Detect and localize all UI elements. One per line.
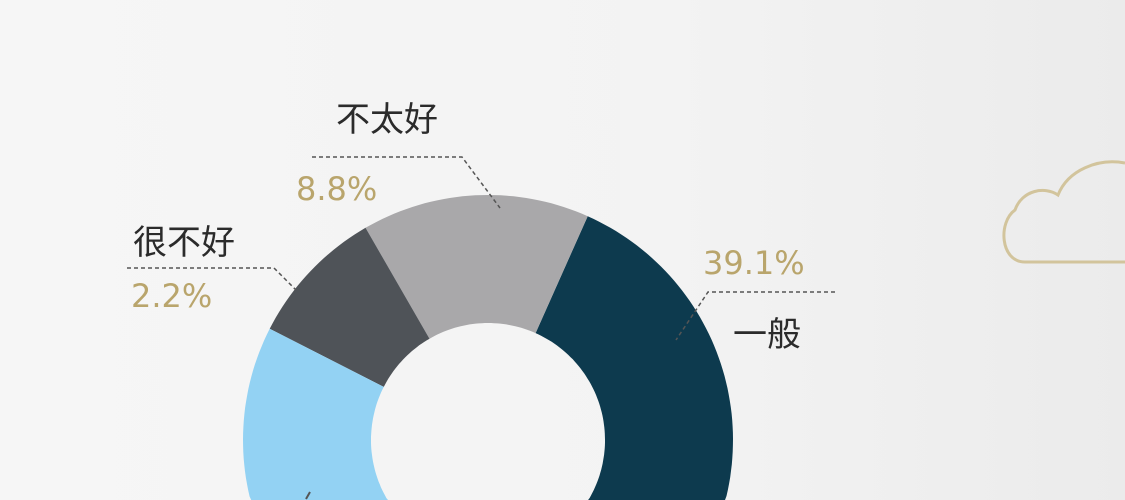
label-yiban: 一般 <box>733 315 801 355</box>
value-yiban: 39.1% <box>703 244 805 282</box>
slice-yiban <box>516 216 733 500</box>
leader-line-butaihao <box>312 156 501 209</box>
label-henbuhao: 很不好 <box>133 223 235 263</box>
slice-light-blue <box>243 328 531 500</box>
label-butaihao: 不太好 <box>336 100 438 140</box>
value-henbuhao: 2.2% <box>131 277 213 315</box>
cloud-icon <box>1002 160 1125 264</box>
leader-line-henbuhao <box>127 267 297 291</box>
slice-butaihao <box>365 195 588 339</box>
leader-line-yiban <box>675 291 835 341</box>
leader-line-bottom <box>305 491 311 500</box>
value-butaihao: 8.8% <box>296 170 378 208</box>
slice-henbuhao <box>269 227 430 387</box>
